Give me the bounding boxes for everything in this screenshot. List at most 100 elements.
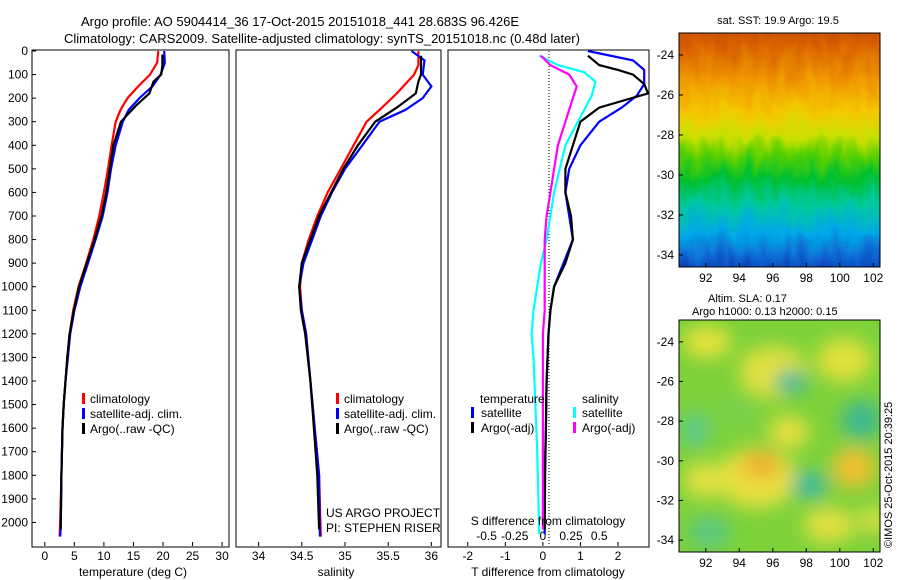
x-tick-label: 25	[186, 549, 200, 563]
lat-tick-label: -34	[657, 248, 675, 262]
x-tick-label: 0	[540, 549, 547, 563]
lat-tick-label: -32	[657, 208, 675, 222]
sla-blob	[841, 400, 880, 440]
s-tick-label: -0.5	[476, 529, 497, 543]
s-tick-label: 0.25	[559, 529, 583, 543]
lat-tick-label: -30	[657, 454, 675, 468]
sla-blob	[683, 326, 731, 358]
y-tick-label: 1200	[1, 327, 28, 341]
x-tick-label: 0	[41, 549, 48, 563]
x-tick-label: 35.5	[376, 549, 400, 563]
sla-blob	[717, 394, 761, 430]
lon-tick-label: 92	[699, 271, 713, 285]
lon-tick-label: 94	[733, 556, 747, 570]
sst-map-title: sat. SST: 19.9 Argo: 19.5	[717, 15, 839, 27]
y-tick-label: 1600	[1, 421, 28, 435]
x-tick-label: 34	[252, 549, 266, 563]
legend-label-climatology: climatology	[90, 392, 150, 406]
lat-tick-label: -34	[657, 533, 675, 547]
sla-map-title: Altim. SLA: 0.17	[708, 293, 787, 305]
legend-label-t-argo: Argo(-adj)	[481, 421, 534, 435]
legend-label-satellite: satellite-adj. clim.	[344, 407, 436, 421]
sla-blob	[683, 462, 727, 498]
imos-timestamp: ©IMOS 25-Oct-2015 20:39:25	[883, 402, 895, 548]
series-line-salinity-argo-adj-	[540, 54, 578, 530]
salinity-axis-label: salinity	[318, 565, 355, 579]
series-line-argo-raw-qc-	[59, 54, 164, 530]
lon-tick-label: 92	[699, 556, 713, 570]
legend-swatch-s-argo	[573, 422, 576, 433]
x-tick-label: 34.5	[290, 549, 314, 563]
temperature-axis-label: temperature (deg C)	[79, 565, 187, 579]
sla-blob	[803, 507, 855, 543]
y-tick-label: 1300	[1, 350, 28, 364]
sla-map-subtitle: Argo h1000: 0.13 h2000: 0.15	[692, 306, 838, 318]
difference-series	[530, 49, 650, 535]
lon-tick-label: 102	[863, 271, 883, 285]
s-difference-axis-label: S difference from climatology	[471, 514, 626, 528]
x-tick-label: 10	[97, 549, 111, 563]
y-tick-label: 400	[8, 138, 28, 152]
sla-blob	[832, 448, 876, 488]
y-tick-label: 1000	[1, 280, 28, 294]
x-tick-label: 30	[215, 549, 229, 563]
lat-tick-label: -28	[657, 414, 675, 428]
salinity-axis-ticks: 34 34.5 35 35.5 36	[252, 542, 438, 563]
difference-panel: -2 -1 0 1 2 -0.5 -0.25 0 0.25 0.5 S difference f…	[447, 49, 650, 579]
pi-credit: PI: STEPHEN RISER	[326, 521, 441, 535]
temperature-panel: 0100200300400500600700800900100011001200…	[1, 44, 230, 579]
salinity-panel-frame	[235, 49, 442, 548]
temperature-series	[58, 50, 166, 537]
legend-label-s-satellite: satellite	[582, 406, 623, 420]
legend-title-salinity: salinity	[582, 392, 619, 406]
legend-swatch-argo	[82, 423, 85, 434]
depth-axis-ticks: 0 100 200 300 400 500 600 700 800 900 1000 1100 1200…	[1, 44, 36, 529]
lat-tick-label: -26	[657, 374, 675, 388]
lon-tick-label: 102	[863, 556, 883, 570]
y-tick-label: 1800	[1, 468, 28, 482]
y-tick-label: 1900	[1, 492, 28, 506]
s-tick-label: 0.5	[591, 529, 608, 543]
series-line-temperature-satellite	[543, 49, 646, 535]
temperature-axis-ticks: 0 5 10 15 20 25 30	[41, 542, 229, 563]
x-tick-label: 35	[338, 549, 352, 563]
figure-title-line2: Climatology: CARS2009. Satellite-adjuste…	[64, 31, 580, 46]
lon-tick-label: 100	[830, 271, 850, 285]
t-difference-axis-ticks: -2 -1 0 1 2	[462, 542, 622, 563]
legend-swatch-s-satellite	[573, 407, 576, 418]
lat-tick-label: -32	[657, 493, 675, 507]
y-tick-label: 1400	[1, 374, 28, 388]
series-line-temperature-argo-adj-	[543, 54, 650, 530]
project-credit: US ARGO PROJECT	[326, 506, 441, 520]
sst-latitude-ticks: -24 -26 -28 -30 -32 -34	[657, 48, 683, 262]
sst-map-frame	[678, 32, 881, 268]
legend-swatch-t-argo	[471, 422, 474, 433]
y-tick-label: 300	[8, 115, 28, 129]
x-tick-label: 15	[127, 549, 141, 563]
series-line-argo-raw-qc-	[298, 55, 423, 530]
sla-blob	[681, 412, 709, 448]
lat-tick-label: -24	[657, 48, 675, 62]
salinity-series	[298, 50, 433, 537]
y-tick-label: 900	[8, 256, 28, 270]
temperature-legend: climatology satellite-adj. clim. Argo(..…	[82, 392, 182, 436]
legend-swatch-argo	[336, 423, 339, 434]
sst-longitude-ticks: 92 94 96 98 100 102	[699, 263, 884, 285]
sla-blob	[791, 471, 827, 499]
y-tick-label: 200	[8, 91, 28, 105]
legend-swatch-satellite	[82, 408, 85, 419]
lat-tick-label: -28	[657, 128, 675, 142]
sla-map-panel: Altim. SLA: 0.17 Argo h1000: 0.13 h2000:…	[657, 293, 884, 570]
sst-map-panel: sat. SST: 19.9 Argo: 19.5	[657, 15, 884, 285]
lat-tick-label: -30	[657, 168, 675, 182]
series-line-climatology	[58, 50, 160, 537]
lon-tick-label: 98	[800, 271, 814, 285]
y-tick-label: 800	[8, 233, 28, 247]
sla-blob	[769, 416, 809, 448]
legend-label-satellite: satellite-adj. clim.	[90, 407, 182, 421]
x-tick-label: -1	[500, 549, 511, 563]
s-tick-label: -0.25	[501, 529, 529, 543]
sla-blob	[775, 370, 807, 394]
legend-swatch-t-satellite	[471, 407, 474, 418]
